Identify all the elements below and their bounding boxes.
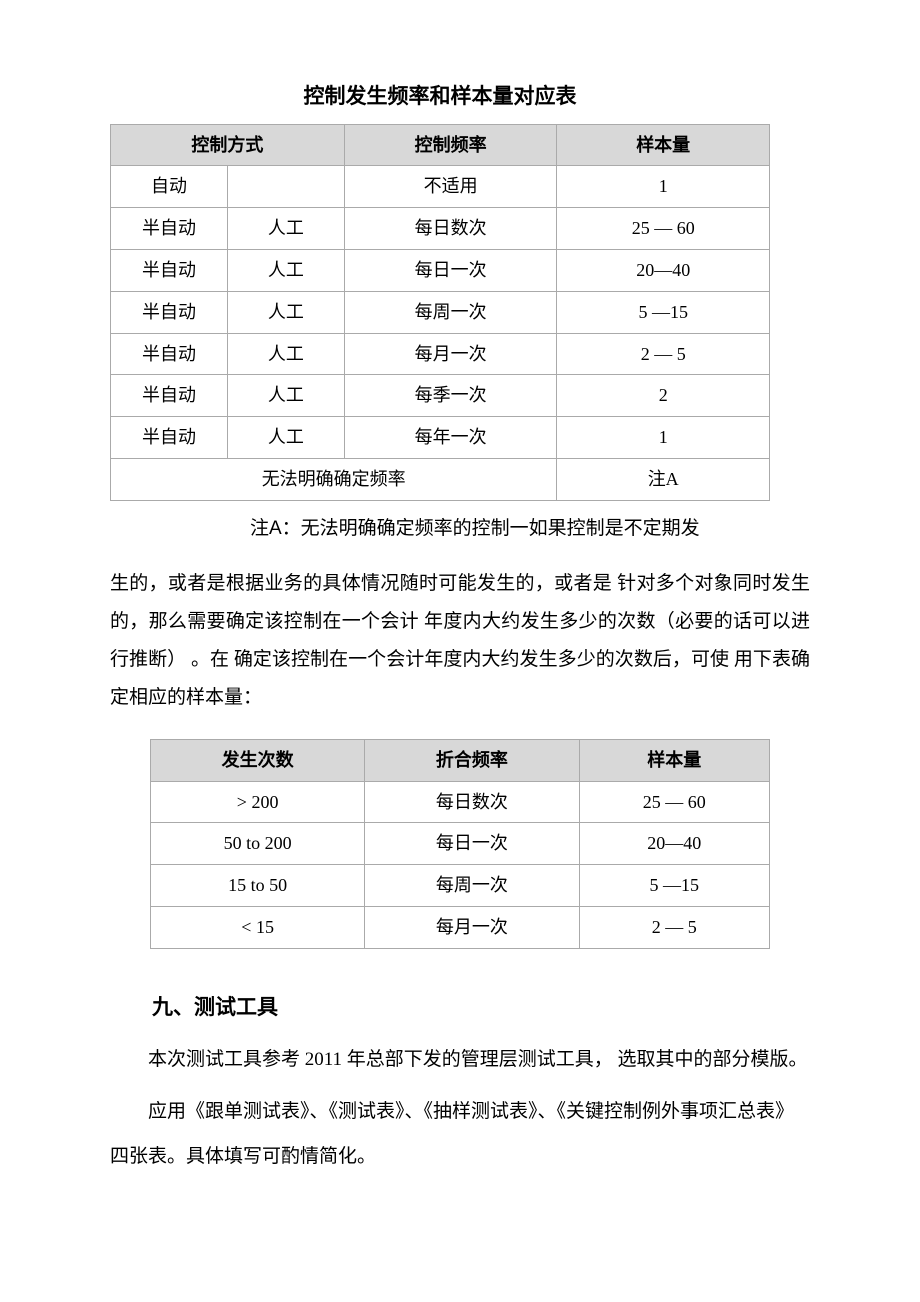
table1-cell: 2	[557, 375, 770, 417]
table1-cell: 半自动	[111, 208, 228, 250]
table1-cell: 25 — 60	[557, 208, 770, 250]
table2-header-row: 发生次数 折合频率 样本量	[151, 739, 770, 781]
table1-cell: 每日数次	[344, 208, 557, 250]
table-row: > 200 每日数次 25 — 60	[151, 781, 770, 823]
table1-cell: 人工	[227, 333, 344, 375]
table1-cell: 人工	[227, 417, 344, 459]
table1-cell: 人工	[227, 291, 344, 333]
table-row: 半自动 人工 每日一次 20—40	[111, 249, 770, 291]
table1-cell	[227, 166, 344, 208]
table1-title: 控制发生频率和样本量对应表	[70, 80, 810, 114]
table2-cell: 20—40	[579, 823, 769, 865]
table1-cell: 20—40	[557, 249, 770, 291]
table2-cell: 每日数次	[365, 781, 579, 823]
table1-span-cell: 无法明确确定频率	[111, 458, 557, 500]
paragraph-body-2: 应用《跟单测试表》、《测试表》、《抽样测试表》、《关键控制例外事项汇总表》四张表…	[110, 1089, 810, 1180]
table2-cell: 25 — 60	[579, 781, 769, 823]
table2-header-frequency: 折合频率	[365, 739, 579, 781]
table1-cell: 自动	[111, 166, 228, 208]
table-row: 无法明确确定频率 注A	[111, 458, 770, 500]
paragraph-body-1: 本次测试工具参考 2011 年总部下发的管理层测试工具， 选取其中的部分模版。	[110, 1037, 810, 1083]
table1-cell: 半自动	[111, 417, 228, 459]
table-row: 半自动 人工 每季一次 2	[111, 375, 770, 417]
table1-header-control-mode: 控制方式	[111, 124, 345, 166]
table-row: < 15 每月一次 2 — 5	[151, 907, 770, 949]
table1-cell: 5 —15	[557, 291, 770, 333]
table-row: 半自动 人工 每周一次 5 —15	[111, 291, 770, 333]
table1-cell: 不适用	[344, 166, 557, 208]
table1-cell: 半自动	[111, 249, 228, 291]
table1-header-sample: 样本量	[557, 124, 770, 166]
table1-cell: 2 — 5	[557, 333, 770, 375]
table2-cell: 50 to 200	[151, 823, 365, 865]
table2-cell: 2 — 5	[579, 907, 769, 949]
table1-cell: 半自动	[111, 375, 228, 417]
section-heading-nine: 九、测试工具	[110, 985, 810, 1031]
table2: 发生次数 折合频率 样本量 > 200 每日数次 25 — 60 50 to 2…	[150, 739, 770, 949]
table1-cell: 人工	[227, 208, 344, 250]
table2-header-count: 发生次数	[151, 739, 365, 781]
table1-cell: 每周一次	[344, 291, 557, 333]
table1: 控制方式 控制频率 样本量 自动 不适用 1 半自动 人工 每日数次 25 — …	[110, 124, 770, 501]
table2-cell: 15 to 50	[151, 865, 365, 907]
table2-cell: 每周一次	[365, 865, 579, 907]
table2-cell: > 200	[151, 781, 365, 823]
table-row: 半自动 人工 每月一次 2 — 5	[111, 333, 770, 375]
table1-cell: 1	[557, 166, 770, 208]
table1-cell: 人工	[227, 249, 344, 291]
paragraph-note-a: 生的，或者是根据业务的具体情况随时可能发生的，或者是 针对多个对象同时发生的，那…	[110, 565, 810, 717]
table-row: 50 to 200 每日一次 20—40	[151, 823, 770, 865]
table1-cell: 每年一次	[344, 417, 557, 459]
table-row: 15 to 50 每周一次 5 —15	[151, 865, 770, 907]
table-row: 半自动 人工 每年一次 1	[111, 417, 770, 459]
table1-cell: 每日一次	[344, 249, 557, 291]
table1-header-row: 控制方式 控制频率 样本量	[111, 124, 770, 166]
table1-cell: 人工	[227, 375, 344, 417]
table-row: 自动 不适用 1	[111, 166, 770, 208]
table2-header-sample: 样本量	[579, 739, 769, 781]
table1-cell: 1	[557, 417, 770, 459]
table2-cell: 每日一次	[365, 823, 579, 865]
table2-cell: 5 —15	[579, 865, 769, 907]
table1-cell: 半自动	[111, 333, 228, 375]
table2-cell: 每月一次	[365, 907, 579, 949]
table1-header-frequency: 控制频率	[344, 124, 557, 166]
note-a-line1: 注A：无法明确确定频率的控制一如果控制是不定期发	[110, 511, 810, 547]
table1-cell: 注A	[557, 458, 770, 500]
table-row: 半自动 人工 每日数次 25 — 60	[111, 208, 770, 250]
table2-cell: < 15	[151, 907, 365, 949]
table1-cell: 每月一次	[344, 333, 557, 375]
table1-cell: 每季一次	[344, 375, 557, 417]
table1-cell: 半自动	[111, 291, 228, 333]
